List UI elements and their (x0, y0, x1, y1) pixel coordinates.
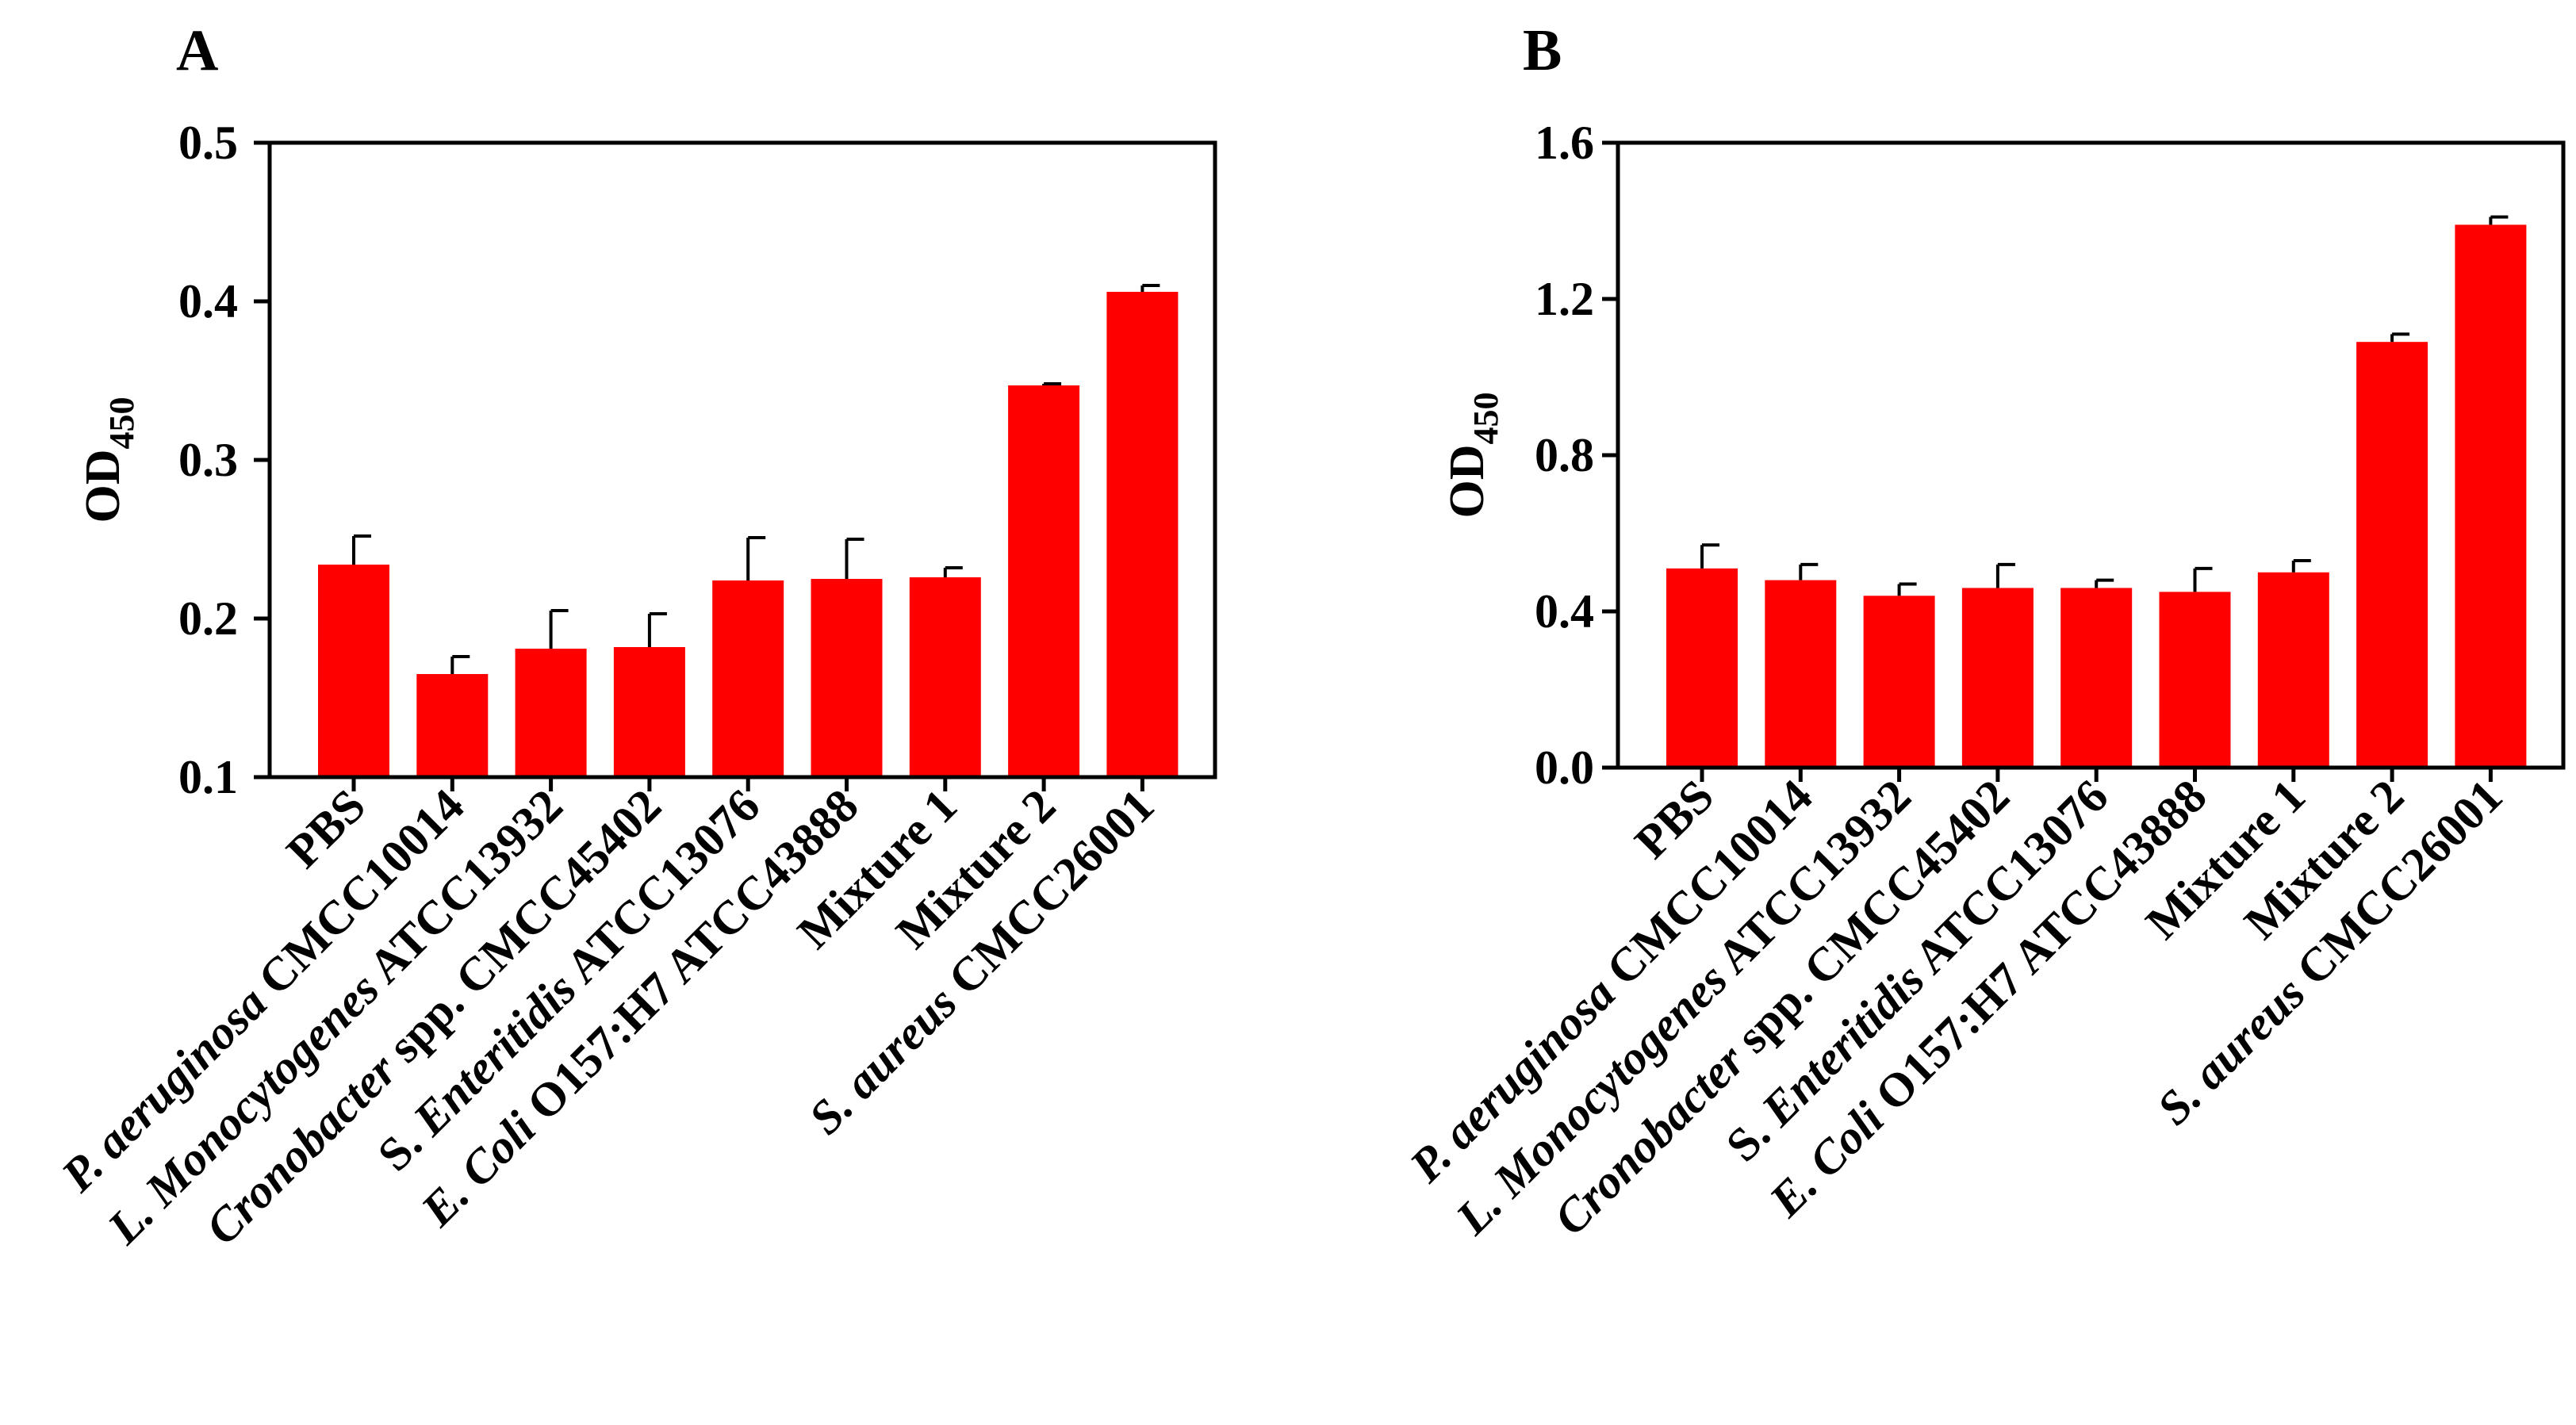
y-tick-label: 0.0 (1535, 741, 1594, 794)
bar (416, 674, 489, 777)
bar (1106, 292, 1179, 777)
y-tick-label: 0.2 (178, 592, 238, 645)
panel-label: A (176, 18, 218, 83)
bar (909, 577, 981, 777)
y-tick-label: 0.1 (178, 751, 238, 803)
bar (515, 649, 587, 777)
bar (1008, 385, 1080, 777)
y-tick-label: 0.4 (1535, 585, 1594, 638)
bar (712, 580, 784, 777)
bar (2455, 224, 2527, 768)
bar (1961, 588, 2034, 768)
y-tick-label: 1.2 (1535, 273, 1594, 325)
y-tick-label: 0.5 (178, 117, 238, 169)
bar (1863, 596, 1935, 768)
y-tick-label: 0.4 (178, 275, 238, 328)
bar (2060, 588, 2133, 768)
y-tick-label: 1.6 (1535, 117, 1594, 169)
panel-label: B (1523, 18, 1562, 83)
bar (318, 565, 389, 777)
bar (1666, 568, 1738, 768)
y-tick-label: 0.8 (1535, 429, 1594, 481)
bar (2159, 592, 2231, 768)
bar (613, 647, 685, 777)
y-axis-label: OD450 (1440, 393, 1505, 519)
bar (2257, 572, 2329, 768)
bar (1765, 580, 1837, 768)
bar (811, 579, 883, 777)
y-tick-label: 0.3 (178, 434, 238, 486)
y-axis-label: OD450 (76, 397, 141, 523)
bar (2356, 342, 2428, 768)
